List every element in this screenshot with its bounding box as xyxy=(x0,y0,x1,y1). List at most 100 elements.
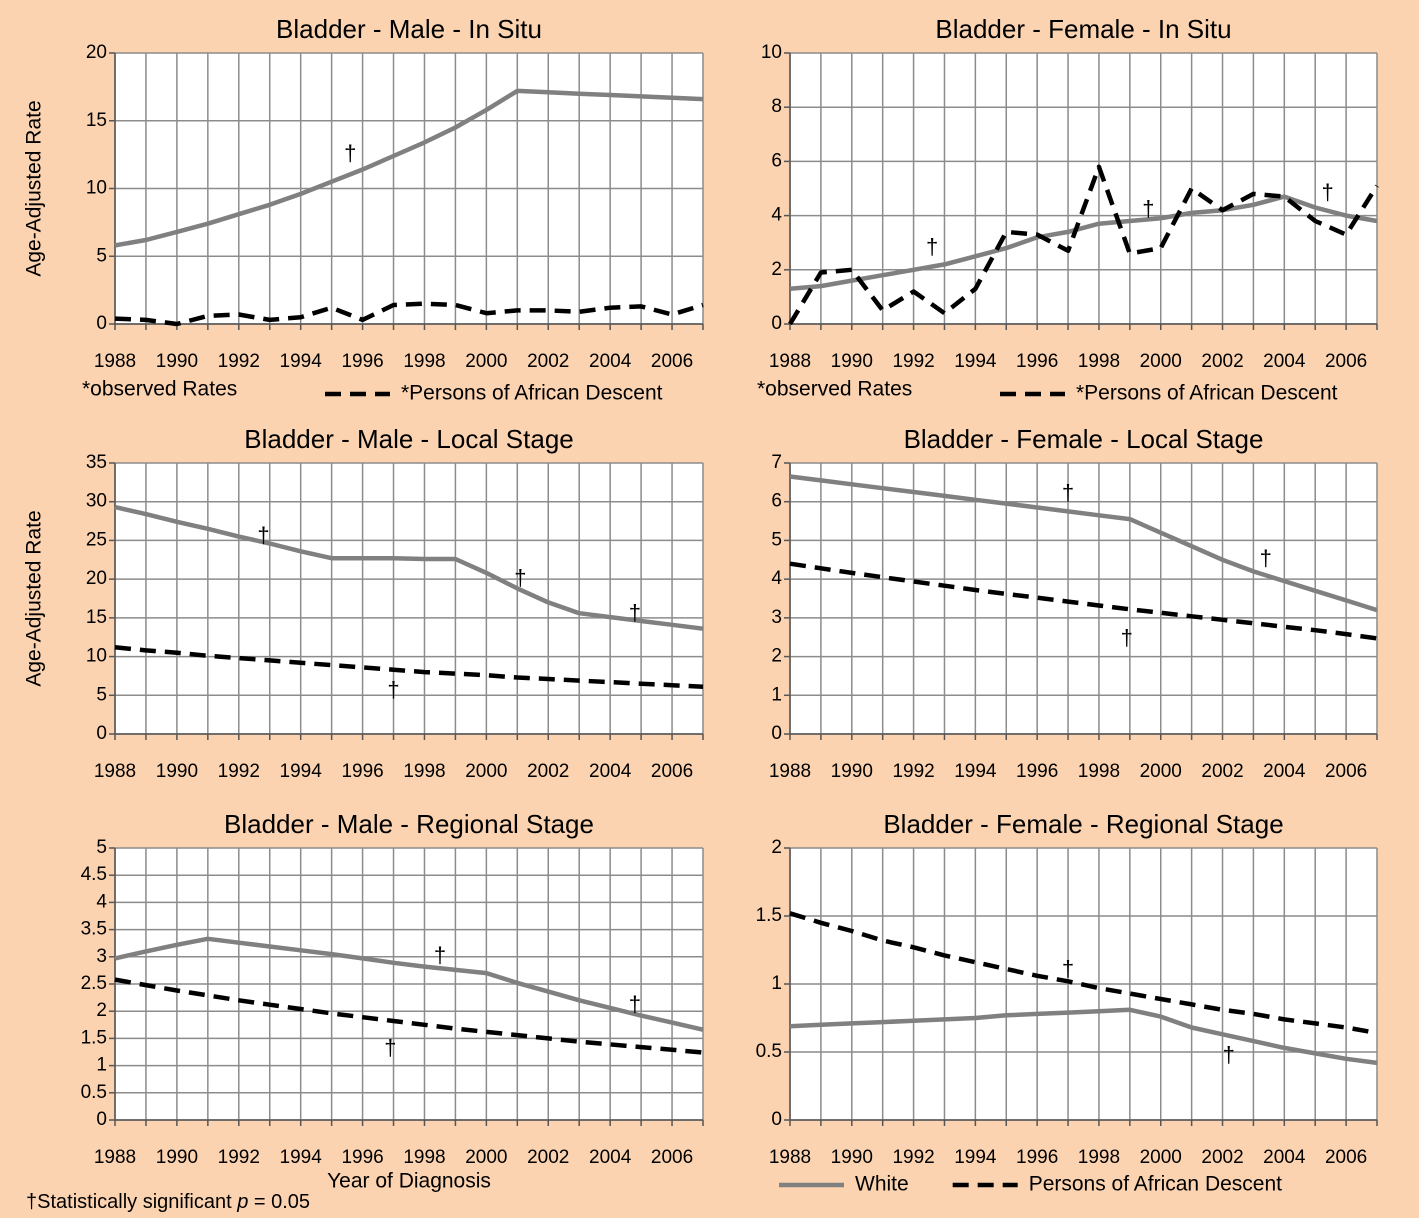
x-tick-label: 2002 xyxy=(527,761,569,782)
chart-title: Bladder - Female - Regional Stage xyxy=(883,809,1283,839)
x-tick-label: 2000 xyxy=(1140,1147,1182,1168)
x-tick-label: 1992 xyxy=(218,1147,260,1168)
x-tick-label: 2004 xyxy=(1263,1147,1306,1168)
x-tick-label: 1994 xyxy=(280,761,323,782)
y-tick-label: 5 xyxy=(96,684,107,705)
x-tick-label: 1996 xyxy=(1016,351,1058,372)
y-tick-label: 4 xyxy=(771,568,782,589)
x-tick-label: 2006 xyxy=(651,761,693,782)
y-tick-label: 1 xyxy=(96,1055,107,1076)
y-tick-label: 1.5 xyxy=(81,1027,107,1048)
x-tick-label: 1996 xyxy=(341,1147,383,1168)
annotation: † xyxy=(257,522,269,547)
y-tick-label: 0 xyxy=(771,723,782,744)
y-tick-label: 35 xyxy=(86,452,107,473)
y-tick-label: 4 xyxy=(771,205,782,226)
annotation: † xyxy=(387,677,399,702)
annotation: † xyxy=(1321,180,1333,205)
x-tick-label: 2002 xyxy=(527,351,569,372)
y-tick-label: 0 xyxy=(96,1109,107,1130)
legend-label: *Persons of African Descent xyxy=(401,382,663,405)
footnote-rest: = 0.05 xyxy=(248,1191,310,1213)
y-tick-label: 10 xyxy=(86,646,107,667)
series-line xyxy=(114,504,704,631)
annotation: † xyxy=(344,140,356,165)
y-tick-label: 1 xyxy=(771,684,782,705)
plot-area xyxy=(790,53,1377,324)
y-tick-label: 30 xyxy=(86,491,107,512)
y-tick-label: 3 xyxy=(771,607,782,628)
x-tick-label: 1990 xyxy=(156,1147,198,1168)
y-tick-label: 0.5 xyxy=(756,1041,782,1062)
x-tick-label: 1990 xyxy=(156,351,198,372)
y-tick-label: 2 xyxy=(771,837,782,858)
x-tick-label: 1996 xyxy=(341,351,383,372)
annotation: † xyxy=(434,943,446,968)
chart-title: Bladder - Female - Local Stage xyxy=(904,424,1264,454)
note: *observed Rates xyxy=(82,378,237,401)
y-tick-label: 15 xyxy=(86,607,107,628)
y-tick-label: 1.5 xyxy=(756,905,782,926)
y-tick-label: 10 xyxy=(86,178,107,199)
x-tick-label: 1988 xyxy=(94,761,136,782)
y-tick-label: 2.5 xyxy=(81,973,107,994)
x-tick-label: 1994 xyxy=(280,351,323,372)
x-tick-label: 1998 xyxy=(1078,351,1120,372)
x-tick-label: 1992 xyxy=(892,351,934,372)
footnote-text: †Statistically significant xyxy=(26,1191,237,1213)
annotation: † xyxy=(926,234,938,259)
annotation: † xyxy=(1142,196,1154,221)
annotation: † xyxy=(1062,480,1074,505)
x-tick-label: 1988 xyxy=(769,1147,811,1168)
y-tick-label: 4 xyxy=(96,891,107,912)
series-line xyxy=(789,911,1378,1036)
annotation: † xyxy=(1223,1042,1235,1067)
x-tick-label: 1996 xyxy=(341,761,383,782)
y-tick-label: 5 xyxy=(771,529,782,550)
chart-title: Bladder - Male - In Situ xyxy=(276,14,542,44)
x-tick-label: 1998 xyxy=(403,1147,445,1168)
x-tick-label: 2006 xyxy=(651,351,693,372)
series-line xyxy=(114,301,704,327)
y-tick-label: 0 xyxy=(771,313,782,334)
x-tick-label: 1990 xyxy=(831,761,873,782)
x-tick-label: 2004 xyxy=(589,351,632,372)
x-tick-label: 1992 xyxy=(218,761,260,782)
x-axis-label: Year of Diagnosis xyxy=(327,1170,491,1193)
y-tick-label: 25 xyxy=(86,529,107,550)
x-tick-label: 2000 xyxy=(1140,761,1182,782)
x-tick-label: 1990 xyxy=(156,761,198,782)
x-tick-label: 1998 xyxy=(1078,1147,1120,1168)
annotation: † xyxy=(1260,546,1272,571)
y-tick-label: 0.5 xyxy=(81,1082,107,1103)
x-tick-label: 2004 xyxy=(1263,761,1306,782)
series-line xyxy=(789,474,1378,613)
x-tick-label: 2006 xyxy=(1325,1147,1367,1168)
annotation: † xyxy=(1062,956,1074,981)
note: *observed Rates xyxy=(757,378,912,401)
x-tick-label: 2002 xyxy=(1201,761,1243,782)
x-tick-label: 1988 xyxy=(94,351,136,372)
x-tick-label: 2002 xyxy=(1201,351,1243,372)
annotation: † xyxy=(1121,625,1133,650)
x-tick-label: 1988 xyxy=(94,1147,136,1168)
y-tick-label: 2 xyxy=(771,646,782,667)
x-tick-label: 1994 xyxy=(954,761,997,782)
y-tick-label: 20 xyxy=(86,42,107,63)
y-tick-label: 0 xyxy=(771,1109,782,1130)
plot-area xyxy=(115,463,703,734)
annotation: † xyxy=(629,600,641,625)
x-tick-label: 2006 xyxy=(1325,761,1367,782)
y-tick-label: 10 xyxy=(761,42,782,63)
annotation: † xyxy=(629,992,641,1017)
x-tick-label: 1998 xyxy=(1078,761,1120,782)
x-tick-label: 1992 xyxy=(892,761,934,782)
chart-title: Bladder - Female - In Situ xyxy=(935,14,1231,44)
annotation: † xyxy=(384,1035,396,1060)
legend-label: White xyxy=(855,1173,909,1196)
y-tick-label: 1 xyxy=(771,973,782,994)
x-tick-label: 1990 xyxy=(831,351,873,372)
x-tick-label: 1998 xyxy=(403,351,445,372)
y-tick-label: 20 xyxy=(86,568,107,589)
